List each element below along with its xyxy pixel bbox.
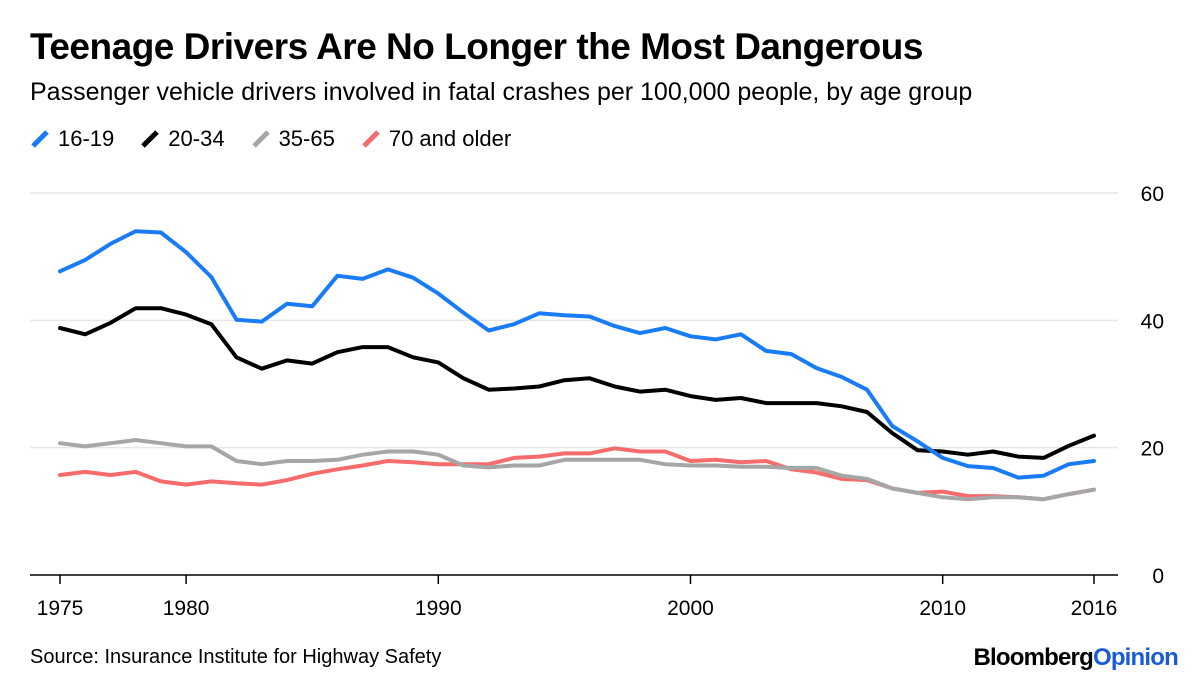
- brand-logo: BloombergOpinion: [973, 644, 1178, 672]
- x-tick-label: 1990: [415, 597, 462, 620]
- x-tick-label: 1980: [163, 597, 210, 620]
- x-tick-label: 2010: [919, 597, 966, 620]
- legend-swatch-70-and-older: [362, 130, 380, 148]
- legend-item-20-34: 20-34: [140, 126, 225, 152]
- legend-label-16-19: 16-19: [58, 126, 115, 151]
- legend-label-70-and-older: 70 and older: [388, 126, 512, 151]
- source-note: Source: Insurance Institute for Highway …: [30, 646, 442, 668]
- y-tick-label: 0: [1152, 565, 1164, 588]
- y-tick-label: 60: [1141, 183, 1164, 206]
- legend-swatch-20-34: [141, 130, 160, 148]
- series-line-35-65: [58, 438, 1096, 502]
- legend-swatch-35-65: [251, 130, 270, 148]
- legend-item-16-19: 16-19: [30, 126, 114, 152]
- brand-logo-part1: Bloomberg: [973, 644, 1093, 671]
- y-tick-label: 20: [1141, 438, 1164, 461]
- x-tick-label: 1975: [37, 597, 84, 620]
- series-line-16-19: [58, 229, 1096, 480]
- series-line-20-34: [58, 306, 1096, 460]
- y-tick-label: 40: [1141, 310, 1164, 333]
- x-tick-label: 2000: [667, 597, 714, 620]
- legend-label-20-34: 20-34: [168, 126, 225, 151]
- brand-logo-part2: Opinion: [1092, 644, 1179, 671]
- legend: 16-19 20-34 35-65 70 and older: [30, 126, 537, 152]
- legend-item-35-65: 35-65: [251, 126, 335, 152]
- chart-subtitle: Passenger vehicle drivers involved in fa…: [30, 78, 973, 106]
- legend-label-35-65: 35-65: [278, 126, 335, 151]
- chart-title: Teenage Drivers Are No Longer the Most D…: [30, 26, 923, 67]
- legend-item-70-and-older: 70 and older: [361, 126, 511, 152]
- x-tick-label: 2016: [1071, 597, 1118, 620]
- legend-swatch-16-19: [31, 130, 49, 148]
